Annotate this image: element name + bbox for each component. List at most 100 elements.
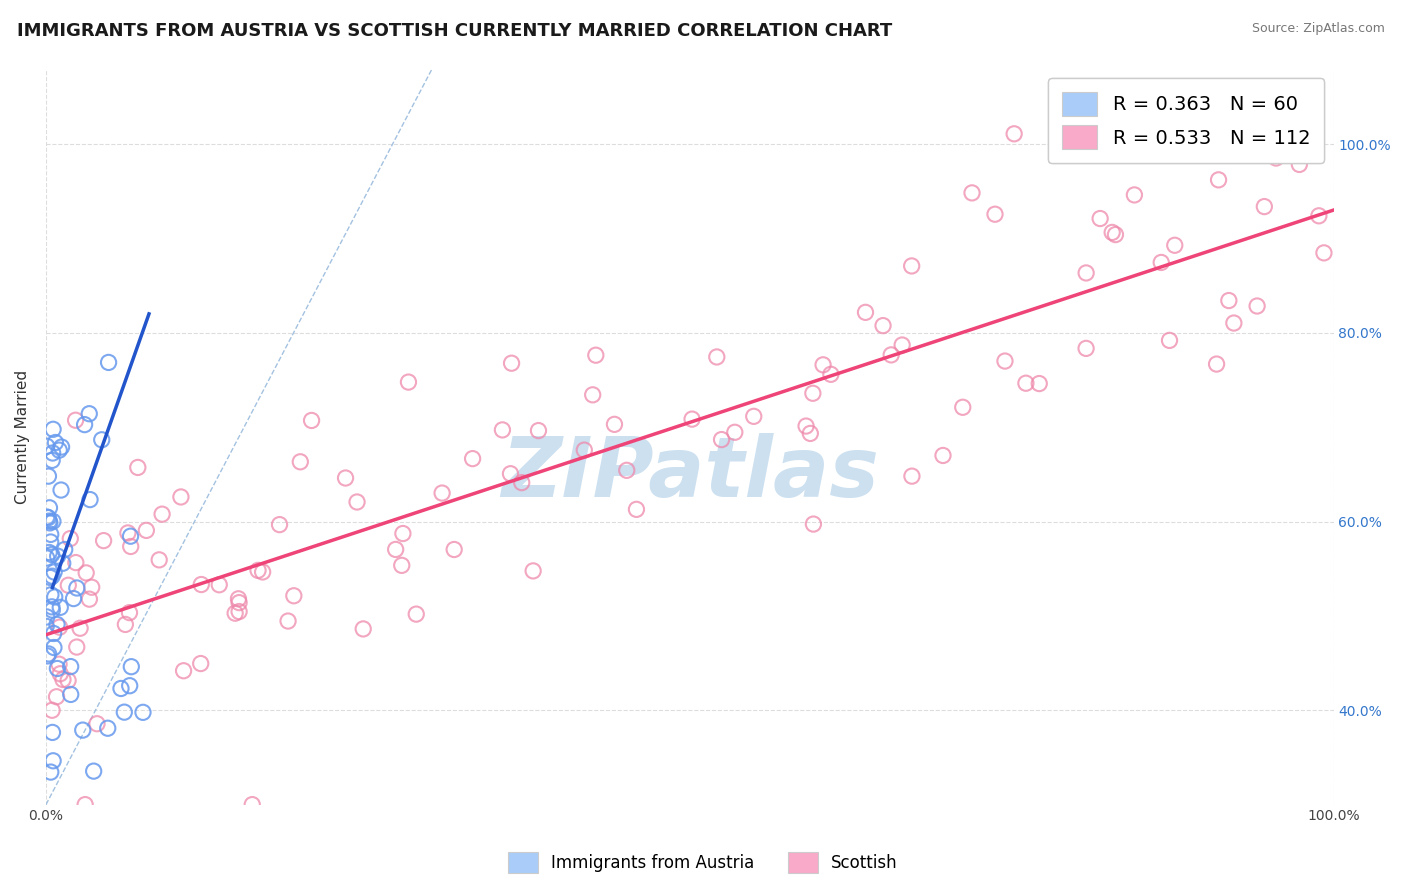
Point (499, 467, 522, 481)
Point (49, 600, 72, 615)
Point (491, 423, 513, 437)
Point (900, 259, 922, 273)
Point (208, 578, 231, 592)
Point (283, 589, 305, 603)
Point (872, 318, 894, 333)
Point (1227, 121, 1250, 136)
Point (53, 542, 76, 557)
Point (170, 490, 193, 504)
Point (44, 435, 66, 450)
Point (79, 492, 101, 507)
Point (984, 207, 1007, 221)
Point (1123, 188, 1146, 202)
Point (132, 706, 155, 720)
Point (52, 556, 75, 570)
Point (1101, 226, 1123, 240)
Point (120, 529, 142, 543)
Point (335, 471, 357, 485)
Point (38, 647, 60, 661)
Point (120, 540, 142, 554)
Point (190, 577, 212, 591)
Point (72, 723, 94, 738)
Point (35, 610, 58, 624)
Point (527, 424, 550, 438)
Point (150, 507, 173, 521)
Point (820, 368, 842, 382)
Point (269, 517, 291, 532)
Point (398, 375, 420, 389)
Point (41, 603, 63, 617)
Point (58, 578, 80, 592)
Point (616, 463, 638, 477)
Point (1150, 255, 1173, 269)
Point (1159, 334, 1181, 348)
Point (39, 588, 62, 602)
Point (1308, 209, 1330, 223)
Point (710, 433, 733, 447)
Point (228, 605, 250, 619)
Point (41, 453, 63, 467)
Point (224, 606, 246, 620)
Point (90, 433, 112, 447)
Point (1265, 151, 1288, 165)
Point (1076, 266, 1098, 280)
Point (811, 358, 834, 372)
Point (51, 440, 73, 454)
Point (803, 517, 825, 532)
Point (41, 725, 63, 739)
Point (49, 483, 72, 497)
Point (38, 516, 60, 530)
Point (42, 640, 65, 655)
Point (801, 386, 824, 401)
Point (148, 553, 170, 567)
Point (1253, 200, 1275, 214)
Point (510, 475, 533, 490)
Point (277, 614, 299, 628)
Point (290, 455, 312, 469)
Point (97, 721, 120, 735)
Point (39, 765, 62, 780)
Point (39, 570, 62, 584)
Point (799, 426, 821, 441)
Point (46, 661, 69, 675)
Point (59, 532, 82, 546)
Point (37, 648, 59, 663)
Point (603, 417, 626, 432)
Point (120, 659, 142, 673)
Point (35, 551, 58, 566)
Point (46, 549, 69, 563)
Point (35, 439, 58, 453)
Point (901, 469, 924, 483)
Point (574, 443, 596, 458)
Point (522, 564, 544, 578)
Legend: Immigrants from Austria, Scottish: Immigrants from Austria, Scottish (502, 846, 904, 880)
Point (41, 569, 63, 583)
Point (228, 596, 250, 610)
Point (77, 407, 100, 421)
Point (114, 617, 136, 632)
Point (35, 619, 58, 633)
Point (501, 356, 523, 370)
Point (38, 500, 60, 515)
Point (585, 348, 607, 362)
Point (97, 355, 120, 369)
Point (1074, 342, 1097, 356)
Point (65, 413, 87, 427)
Point (626, 502, 648, 516)
Point (880, 348, 903, 362)
Point (932, 449, 955, 463)
Point (38, 545, 60, 559)
Point (252, 565, 274, 579)
Point (75, 797, 97, 812)
Point (66, 581, 89, 595)
Point (392, 526, 415, 541)
Point (112, 705, 135, 719)
Point (42, 626, 65, 640)
Point (42, 422, 65, 436)
Point (994, 354, 1017, 368)
Point (742, 409, 765, 424)
Point (38, 514, 60, 528)
Point (190, 657, 212, 671)
Point (1088, 211, 1111, 226)
Point (42, 754, 65, 768)
